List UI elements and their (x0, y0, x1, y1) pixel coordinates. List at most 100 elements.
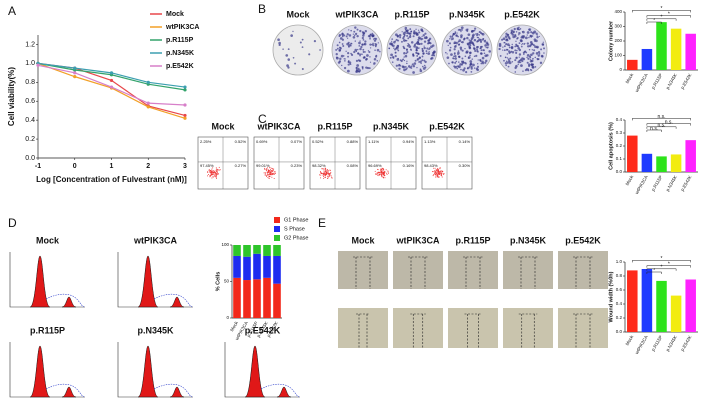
event-dot (432, 175, 434, 177)
colony (348, 34, 352, 37)
colony (485, 46, 488, 49)
colony (361, 43, 364, 46)
wound-label: Mock (351, 235, 375, 245)
event-dot (330, 175, 332, 177)
colony (420, 28, 423, 31)
colony (423, 40, 427, 43)
colony-dish (272, 24, 324, 76)
colony (536, 34, 538, 36)
colony (510, 45, 514, 49)
x-tick-label: 3 (183, 163, 187, 170)
colony (389, 42, 392, 46)
event-dot (377, 175, 379, 177)
colony (359, 29, 362, 33)
colony (335, 48, 338, 51)
wound-image (393, 251, 443, 289)
colony (401, 40, 403, 43)
significance-bracket (646, 15, 691, 18)
event-dot (215, 170, 217, 172)
event-dot (264, 168, 266, 170)
bar (670, 28, 682, 70)
colony (358, 45, 361, 47)
event-dot (267, 174, 269, 176)
legend-label: S Phase (284, 226, 305, 232)
y-tick-label: 0.8 (25, 79, 35, 86)
g1-peak (29, 255, 51, 308)
event-dot (215, 177, 217, 179)
colony (526, 34, 528, 36)
colony (396, 46, 398, 49)
event-dot (432, 171, 434, 173)
colony (423, 46, 426, 50)
colony (452, 57, 455, 60)
colony (391, 61, 394, 63)
colony (403, 59, 406, 62)
colony (426, 36, 428, 39)
x-tick-label: p.N345K (665, 175, 678, 193)
y-tick-label: 1.0 (616, 259, 623, 264)
y-tick-label: 0.4 (616, 117, 623, 122)
colony (454, 31, 457, 33)
x-tick-label: p.R115P (650, 73, 663, 90)
colony (512, 30, 515, 33)
colony (341, 35, 344, 38)
colony (507, 59, 511, 63)
colony (423, 59, 426, 62)
colony (373, 39, 377, 42)
colony (347, 61, 350, 63)
event-dot (267, 171, 269, 173)
event-dot (274, 172, 276, 174)
colony (416, 41, 419, 45)
colony (356, 28, 359, 31)
event-dot (208, 169, 210, 171)
quadrant-value: 0.52% (312, 139, 324, 144)
g1-peak (244, 345, 266, 398)
event-dot (434, 167, 436, 169)
panel-label: D (8, 216, 17, 230)
colony (515, 40, 517, 43)
colony (506, 57, 509, 59)
colony (484, 39, 486, 42)
colony (477, 36, 480, 39)
colony (506, 61, 509, 64)
colony (460, 34, 463, 37)
colony (418, 42, 421, 45)
colony (531, 35, 534, 37)
event-dot (324, 171, 326, 173)
colony (480, 32, 483, 35)
colony (460, 30, 462, 33)
colony (423, 36, 427, 40)
y-axis-title: % Cells (215, 272, 221, 292)
colony (533, 49, 536, 52)
event-dot (213, 170, 215, 172)
colony (456, 32, 458, 34)
bar (685, 33, 696, 70)
colony (481, 56, 485, 60)
colony (394, 51, 397, 54)
significance-label: n.s. (657, 114, 665, 120)
colony (423, 64, 426, 67)
event-dot (274, 171, 276, 173)
histogram-label: Mock (36, 235, 60, 245)
colony (338, 41, 341, 44)
colony (526, 61, 529, 64)
event-dot (266, 169, 268, 171)
colony (488, 50, 492, 53)
colony (376, 48, 380, 52)
x-tick-label: Mock (624, 174, 634, 186)
colony (454, 32, 457, 35)
colony (355, 66, 358, 70)
event-dot (329, 172, 331, 174)
event-dot (325, 174, 327, 176)
significance-label: * (661, 256, 663, 262)
colony (527, 69, 530, 72)
colony (448, 49, 452, 52)
significance-bracket (646, 265, 691, 268)
data-point (109, 78, 114, 83)
x-axis-title: Log [Concentration of Fulvestrant (nM)] (36, 175, 187, 184)
y-tick-label: 0.2 (616, 315, 623, 320)
event-dot (381, 176, 383, 178)
event-dot (271, 170, 273, 172)
colony (347, 41, 350, 44)
